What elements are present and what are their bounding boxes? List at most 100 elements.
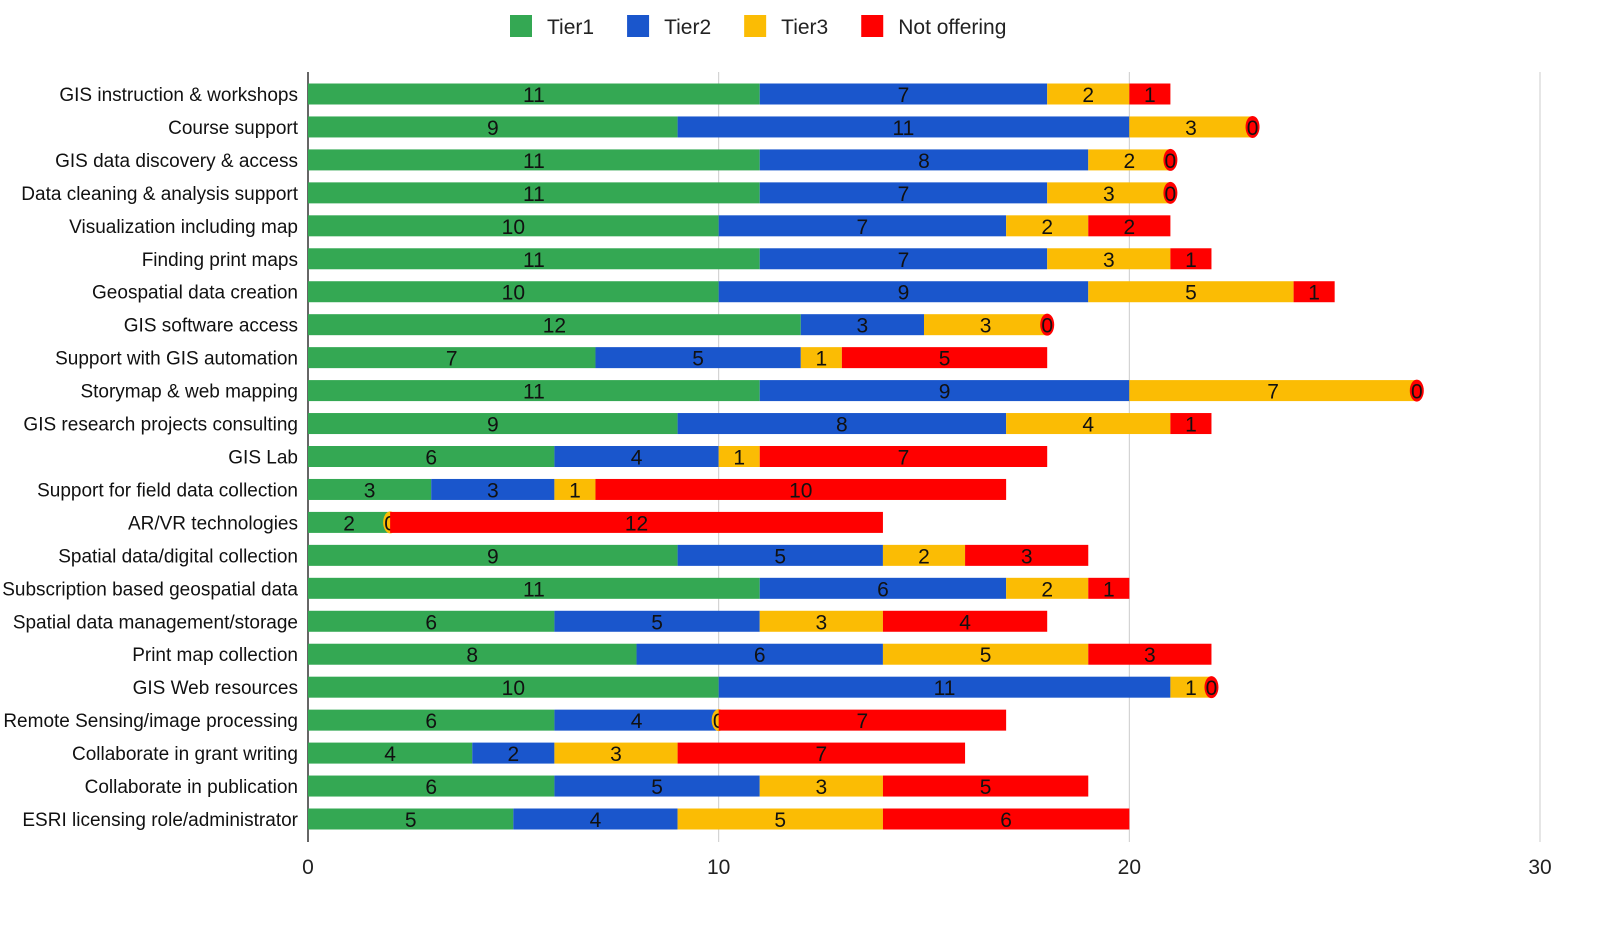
bar-segment xyxy=(308,676,719,698)
data-label: 5 xyxy=(651,776,663,799)
bar-segment xyxy=(308,808,514,830)
bar-segment xyxy=(677,742,966,764)
data-label: 5 xyxy=(980,776,992,799)
data-label: 3 xyxy=(487,479,499,502)
data-label: 1 xyxy=(733,447,745,470)
data-label: 3 xyxy=(1021,545,1033,568)
data-label: 6 xyxy=(425,710,437,733)
data-label: 3 xyxy=(815,611,827,634)
bar-segment xyxy=(677,808,883,830)
bar-segment xyxy=(308,248,760,270)
data-label: 0 xyxy=(1247,117,1259,140)
bar-segment xyxy=(1170,248,1212,270)
data-label: 6 xyxy=(1000,809,1012,832)
bar-segment xyxy=(965,544,1089,566)
data-label: 3 xyxy=(1185,117,1197,140)
bar-segment xyxy=(1129,116,1253,138)
zero-marker xyxy=(1204,676,1219,699)
category-label: GIS data discovery & access xyxy=(55,151,298,172)
bar-segment xyxy=(1088,643,1212,665)
bar-segment xyxy=(718,709,1007,731)
data-label: 11 xyxy=(934,677,956,700)
category-label: Support with GIS automation xyxy=(55,349,298,370)
bar-segment xyxy=(636,643,883,665)
data-label: 5 xyxy=(1185,282,1197,305)
data-label: 2 xyxy=(918,545,930,568)
bar-segment xyxy=(800,347,842,369)
bar-segment xyxy=(595,347,801,369)
data-label: 1 xyxy=(1185,677,1197,700)
zero-marker xyxy=(1245,115,1260,138)
data-label: 3 xyxy=(857,315,869,338)
data-label: 10 xyxy=(502,282,525,305)
bar-segment xyxy=(677,116,1130,138)
bar-segment xyxy=(1088,577,1130,599)
data-label: 2 xyxy=(1123,150,1135,173)
bar-segment xyxy=(677,544,883,566)
data-label: 12 xyxy=(543,315,566,338)
category-label: Visualization including map xyxy=(69,217,298,238)
bar-segment xyxy=(308,544,678,566)
data-label: 0 xyxy=(1041,315,1053,338)
x-tick-label: 30 xyxy=(1528,856,1551,879)
legend-label: Not offering xyxy=(898,16,1006,39)
data-label: 6 xyxy=(754,644,766,667)
bar-segment xyxy=(1006,413,1171,435)
category-label: Collaborate in publication xyxy=(85,777,298,798)
data-label: 4 xyxy=(1082,414,1094,437)
data-label: 10 xyxy=(789,479,812,502)
data-label: 0 xyxy=(1165,183,1177,206)
bar-segment xyxy=(308,314,801,336)
bar-segment xyxy=(308,281,719,303)
bar-segment xyxy=(1129,83,1171,105)
zero-marker xyxy=(1040,313,1055,336)
bar-segment xyxy=(718,676,1171,698)
data-label: 9 xyxy=(487,414,499,437)
bar-segment xyxy=(308,709,555,731)
data-label: 3 xyxy=(610,743,622,766)
bar-segment xyxy=(308,577,760,599)
x-tick-label: 10 xyxy=(707,856,730,879)
legend-label: Tier1 xyxy=(547,16,594,39)
data-label: 7 xyxy=(446,348,458,371)
data-label: 4 xyxy=(631,447,643,470)
bar-segment xyxy=(759,380,1130,402)
category-label: Subscription based geospatial data xyxy=(2,579,298,600)
bar-segment xyxy=(718,215,1007,237)
zero-marker xyxy=(1163,148,1178,171)
data-label: 3 xyxy=(1103,249,1115,272)
zero-marker xyxy=(1163,181,1178,204)
data-label: 7 xyxy=(898,183,910,206)
category-label: Collaborate in grant writing xyxy=(72,744,298,765)
data-label: 1 xyxy=(1103,578,1115,601)
data-label: 2 xyxy=(1041,578,1053,601)
data-label: 4 xyxy=(590,809,602,832)
bar-segment xyxy=(882,775,1089,797)
data-label: 7 xyxy=(898,249,910,272)
data-label: 7 xyxy=(857,710,869,733)
data-label: 11 xyxy=(523,249,545,272)
bar-segment xyxy=(924,314,1048,336)
x-tick-label: 20 xyxy=(1118,856,1141,879)
bar-segment xyxy=(308,116,678,138)
bar-segment xyxy=(554,610,760,632)
bar-segment xyxy=(513,808,678,830)
bar-segment xyxy=(308,643,637,665)
bar-segment xyxy=(841,347,1048,369)
data-label: 7 xyxy=(815,743,827,766)
legend-swatch xyxy=(744,15,767,37)
data-label: 4 xyxy=(384,743,396,766)
category-label: GIS instruction & workshops xyxy=(59,85,298,106)
bar-segment xyxy=(1293,281,1335,303)
legend-label: Tier3 xyxy=(781,16,828,39)
bar-segment xyxy=(759,149,1089,171)
bar-segment xyxy=(308,83,760,105)
bar-segment xyxy=(1170,413,1212,435)
data-label: 9 xyxy=(487,117,499,140)
bar-segment xyxy=(759,775,883,797)
data-label: 1 xyxy=(1308,282,1320,305)
bar-segment xyxy=(308,446,555,467)
bar-segment xyxy=(1006,215,1089,237)
bar-segment xyxy=(308,478,432,500)
